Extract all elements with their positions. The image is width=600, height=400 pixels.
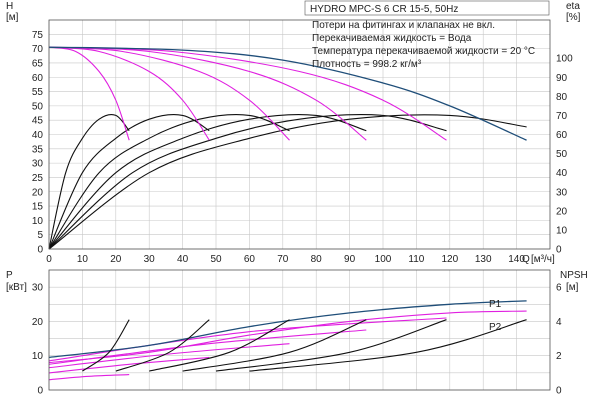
npsh-curve-6: [249, 319, 527, 372]
x-tick-label: 130: [475, 254, 492, 265]
power-curve-5: [48, 317, 447, 362]
npsh-curve-1: [82, 319, 130, 372]
y-tick-label-right: 10: [556, 225, 568, 236]
note-1: Потери на фитингах и клапанах не вкл.: [312, 19, 495, 31]
x-tick-label: 40: [177, 254, 189, 265]
bottom-grid: [48, 270, 550, 391]
y-tick-label-left: 5: [37, 230, 43, 241]
top-frame: [48, 19, 551, 250]
x-tick-label: 20: [110, 254, 122, 265]
y-axis-right-label-top: eta: [566, 1, 580, 12]
y-axis-right-unit-bottom: [м]: [566, 282, 579, 293]
x-tick-label: 70: [277, 254, 289, 265]
y-axis-left-unit-bottom: [кВт]: [6, 282, 27, 293]
y-axis-left-label-top: H: [6, 1, 13, 12]
y-tick-label-right-bottom: 6: [556, 283, 562, 294]
power-curve-3: [48, 343, 290, 369]
head-curve-6: [48, 46, 527, 141]
y-tick-label-left: 45: [32, 116, 44, 127]
y-tick-label-left: 50: [32, 101, 44, 112]
series-label-p1: P1: [489, 299, 502, 310]
y-tick-label-left: 65: [32, 58, 44, 69]
head-curve-3: [48, 46, 290, 141]
x-tick-label: 60: [244, 254, 256, 265]
y-tick-label-left: 20: [32, 187, 44, 198]
efficiency-curve-6: [48, 114, 527, 250]
y-axis-left-unit-top: [м]: [6, 12, 19, 23]
head-curve-2: [48, 46, 210, 141]
npsh-curve-5: [215, 319, 447, 372]
y-tick-label-right: 80: [556, 92, 568, 103]
efficiency-curve-5: [48, 114, 447, 250]
y-tick-label-left-bottom: 10: [32, 351, 44, 362]
y-tick-label-left: 10: [32, 216, 44, 227]
y-tick-label-left: 15: [32, 202, 44, 213]
x-tick-label: 30: [144, 254, 156, 265]
series-label-p2: P2: [489, 322, 502, 333]
title-box: [304, 0, 550, 16]
y-tick-label-left-bottom: 0: [37, 386, 43, 397]
y-axis-right-unit-top: [%]: [566, 12, 581, 23]
y-tick-label-left: 75: [32, 30, 44, 41]
x-tick-label: 10: [77, 254, 89, 265]
y-tick-label-right: 100: [556, 54, 573, 65]
npsh-curve-2: [115, 319, 210, 372]
x-axis-label: Q: [522, 254, 530, 265]
power-curve-2: [48, 356, 210, 374]
x-tick-label: 80: [311, 254, 323, 265]
bottom-frame: [48, 269, 551, 391]
y-tick-label-right: 60: [556, 130, 568, 141]
y-axis-right-label-bottom: NPSH: [560, 270, 588, 281]
y-tick-label-left: 30: [32, 159, 44, 170]
y-tick-label-left: 25: [32, 173, 44, 184]
power-curve-p2: [48, 310, 527, 364]
y-tick-label-left: 40: [32, 130, 44, 141]
y-tick-label-left-bottom: 30: [32, 283, 44, 294]
title-box-text: HYDRO MPC-S 6 CR 15-5, 50Hz: [310, 4, 458, 15]
x-tick-label: 100: [375, 254, 392, 265]
note-2: Перекачиваемая жидкость = Вода: [312, 33, 472, 44]
y-tick-label-right: 30: [556, 187, 568, 198]
y-tick-label-left-bottom: 20: [32, 317, 44, 328]
efficiency-curve-3: [48, 114, 290, 250]
power-curve-p1: [48, 300, 527, 359]
y-tick-label-right-bottom: 4: [556, 317, 562, 328]
y-tick-label-right: 40: [556, 168, 568, 179]
y-tick-label-right: 90: [556, 73, 568, 84]
top-curves: [48, 46, 527, 250]
bottom-curves: [48, 300, 527, 381]
note-3: Температура перекачиваемой жидкости = 20…: [312, 46, 535, 57]
efficiency-curve-1: [48, 114, 130, 250]
y-tick-label-left: 0: [37, 245, 43, 256]
x-tick-label: 90: [344, 254, 356, 265]
x-tick-label: 120: [441, 254, 458, 265]
y-tick-label-right: 20: [556, 206, 568, 217]
power-curve-1: [48, 374, 130, 381]
y-tick-label-right: 70: [556, 111, 568, 122]
head-curve-1: [48, 46, 130, 141]
y-tick-label-left: 60: [32, 73, 44, 84]
npsh-curve-3: [149, 319, 290, 372]
x-tick-label: 0: [46, 254, 52, 265]
y-tick-label-left: 55: [32, 87, 44, 98]
x-axis-unit: [м³/ч]: [531, 254, 555, 265]
x-tick-label: 110: [408, 254, 424, 265]
x-tick-label: 50: [210, 254, 222, 265]
axis-labels: 0 10 20 30 40 50 60 70 80 90 100 110 120 130 140051015…: [32, 30, 573, 397]
y-tick-label-left: 35: [32, 144, 44, 155]
y-tick-label-right-bottom: 2: [556, 351, 562, 362]
y-tick-label-left: 70: [32, 44, 44, 55]
y-tick-label-right-bottom: 0: [556, 386, 562, 397]
top-grid: [48, 20, 550, 250]
npsh-curve-4: [182, 319, 367, 372]
y-axis-left-label-bottom: P: [6, 270, 13, 281]
efficiency-curve-4: [48, 114, 367, 250]
x-tick-label: 140: [508, 254, 525, 265]
efficiency-curve-2: [48, 114, 210, 250]
y-tick-label-right: 50: [556, 149, 568, 160]
note-4: Плотность = 998.2 кг/м³: [312, 59, 422, 70]
y-tick-label-right: 0: [556, 245, 562, 256]
